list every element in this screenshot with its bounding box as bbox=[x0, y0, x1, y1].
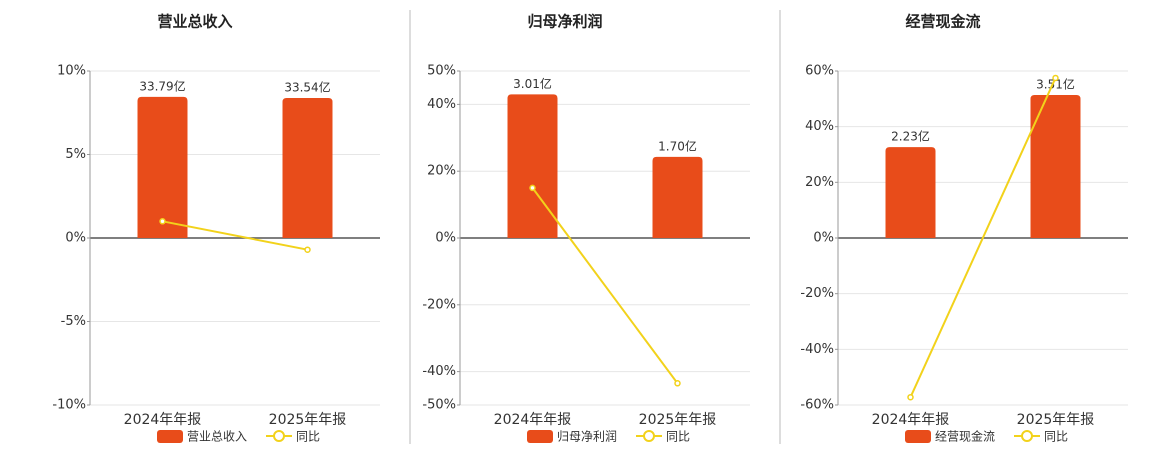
legend-swatch bbox=[905, 430, 931, 443]
y-tick-label: 40% bbox=[427, 97, 456, 112]
legend-label: 同比 bbox=[1044, 430, 1068, 444]
line-point bbox=[529, 184, 536, 192]
line-point bbox=[159, 218, 166, 225]
y-tick-label: 0% bbox=[813, 231, 834, 246]
legend-marker bbox=[643, 430, 655, 442]
line-point bbox=[907, 393, 914, 401]
bar bbox=[507, 94, 558, 238]
y-tick-label: 0% bbox=[65, 231, 86, 246]
y-tick-label: -20% bbox=[800, 286, 834, 301]
legend-marker bbox=[273, 430, 285, 442]
y-tick-label: -40% bbox=[800, 342, 834, 357]
x-tick-label: 2024年年报 bbox=[124, 412, 202, 428]
legend-label: 归母净利润 bbox=[557, 430, 617, 444]
legend-label: 同比 bbox=[666, 430, 690, 444]
value-label: 3.51亿 bbox=[1036, 77, 1075, 92]
legend-label: 营业总收入 bbox=[187, 430, 247, 444]
y-tick-label: -5% bbox=[61, 314, 86, 329]
bar bbox=[885, 147, 936, 238]
chart-title: 归母净利润 bbox=[527, 13, 602, 31]
y-tick-label: -40% bbox=[422, 364, 456, 379]
x-tick-label: 2024年年报 bbox=[494, 412, 572, 428]
line bbox=[162, 220, 308, 251]
value-label: 2.23亿 bbox=[891, 129, 930, 144]
bar bbox=[282, 97, 333, 239]
y-tick-label: 50% bbox=[427, 64, 456, 79]
legend-marker bbox=[1021, 430, 1033, 442]
y-tick-label: -50% bbox=[422, 398, 456, 413]
legend-swatch bbox=[527, 430, 553, 443]
value-label: 33.79亿 bbox=[139, 78, 185, 93]
x-tick-label: 2025年年报 bbox=[1017, 412, 1095, 428]
legend-label: 同比 bbox=[296, 430, 320, 444]
x-tick-label: 2024年年报 bbox=[872, 412, 950, 428]
line-point bbox=[304, 246, 311, 253]
y-tick-label: 40% bbox=[805, 119, 834, 134]
chart-title: 营业总收入 bbox=[157, 13, 232, 31]
line-point bbox=[674, 380, 681, 387]
bar bbox=[137, 96, 188, 238]
value-label: 1.70亿 bbox=[658, 138, 697, 153]
x-tick-label: 2025年年报 bbox=[269, 412, 347, 428]
y-tick-label: -20% bbox=[422, 297, 456, 312]
y-tick-label: -60% bbox=[800, 398, 834, 413]
bar bbox=[652, 156, 703, 238]
line bbox=[909, 77, 1057, 398]
legend-swatch bbox=[157, 430, 183, 443]
y-tick-label: 20% bbox=[805, 175, 834, 190]
y-tick-label: -10% bbox=[52, 398, 86, 413]
value-label: 33.54亿 bbox=[284, 79, 330, 94]
y-tick-label: 60% bbox=[805, 64, 834, 79]
line bbox=[531, 187, 679, 384]
chart-title: 经营现金流 bbox=[905, 13, 980, 31]
x-tick-label: 2025年年报 bbox=[639, 412, 717, 428]
y-tick-label: 5% bbox=[65, 147, 86, 162]
value-label: 3.01亿 bbox=[513, 76, 552, 91]
y-tick-label: 20% bbox=[427, 164, 456, 179]
y-tick-label: 0% bbox=[435, 231, 456, 246]
legend-label: 经营现金流 bbox=[935, 429, 995, 444]
bar bbox=[1030, 95, 1081, 238]
y-tick-label: 10% bbox=[57, 64, 86, 79]
line-point bbox=[1052, 74, 1059, 82]
